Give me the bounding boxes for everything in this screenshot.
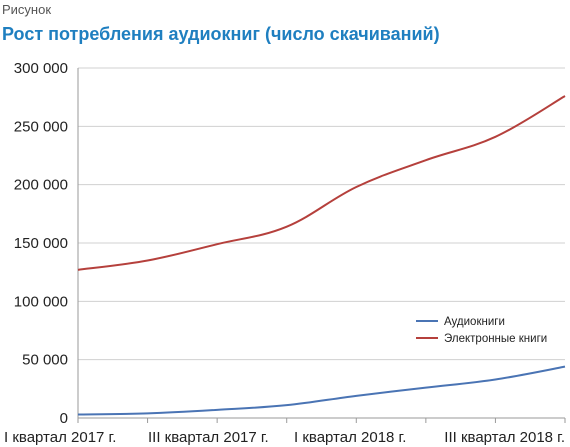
x-tick-label: I квартал 2018 г. bbox=[294, 429, 406, 446]
grid-lines bbox=[78, 67, 565, 361]
x-axis-tick-labels: I квартал 2017 г. III квартал 2017 г. I кв… bbox=[4, 429, 565, 446]
legend-entry: Аудиокниги bbox=[444, 316, 505, 328]
x-tick-label: III квартал 2018 г. bbox=[444, 429, 565, 446]
y-tick-label: 200 000 bbox=[14, 177, 68, 194]
chart-title: Рост потребления аудиокниг (число скачив… bbox=[2, 24, 440, 44]
y-tick-label: 0 bbox=[60, 410, 68, 427]
legend: Аудиокниги Электронные книги bbox=[416, 316, 547, 345]
y-tick-label: 100 000 bbox=[14, 293, 68, 310]
y-tick-label: 150 000 bbox=[14, 235, 68, 252]
y-tick-label: 50 000 bbox=[22, 352, 68, 369]
series-lines bbox=[77, 95, 566, 416]
x-tick-label: I квартал 2017 г. bbox=[4, 429, 116, 446]
figure-label: Рисунок bbox=[2, 2, 52, 17]
y-tick-label: 300 000 bbox=[14, 60, 68, 77]
y-axis-tick-labels: 0 50 000 100 000 150 000 200 000 250 000 300 0… bbox=[14, 60, 68, 427]
legend-entry: Электронные книги bbox=[444, 333, 547, 345]
series-line-1 bbox=[77, 95, 566, 271]
x-tick-label: III квартал 2017 г. bbox=[148, 429, 269, 446]
series-line-0 bbox=[77, 365, 566, 416]
axes bbox=[77, 68, 566, 423]
y-tick-label: 250 000 bbox=[14, 118, 68, 135]
